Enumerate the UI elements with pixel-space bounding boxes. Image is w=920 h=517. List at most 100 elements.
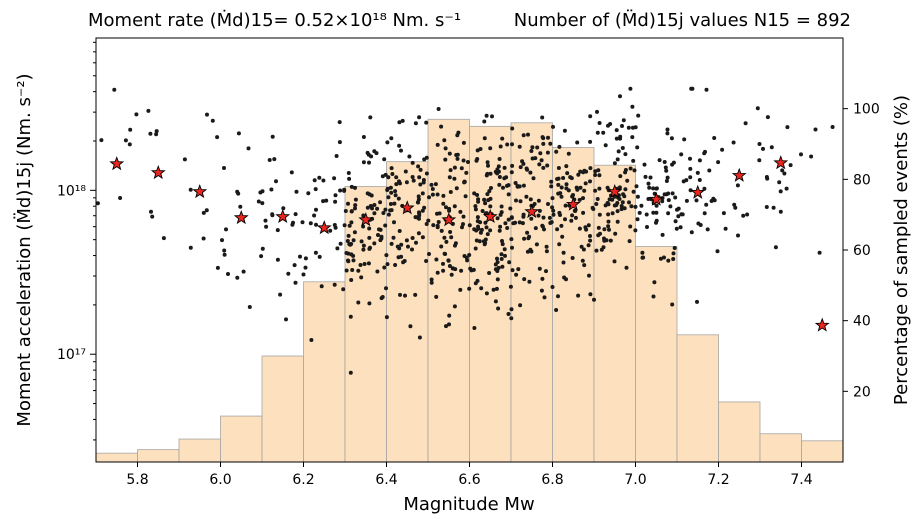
scatter-point [777,180,782,185]
scatter-point [619,204,624,208]
scatter-point [477,239,482,244]
x-axis: 5.8 6.0 6.2 6.4 6.6 6.8 7.0 7.2 7.4 [126,462,813,488]
scatter-point [510,142,514,147]
scatter-point [705,227,710,232]
scatter-point [696,221,701,226]
scatter-point [346,171,351,175]
scatter-point [475,215,480,220]
scatter-point [524,166,529,171]
scatter-point [389,166,394,171]
scatter-point [566,151,571,156]
scatter-point [572,208,577,213]
scatter-point [564,164,569,169]
scatter-point [461,222,465,227]
scatter-point [312,213,317,218]
scatter-point [392,201,397,206]
scatter-point [782,171,787,176]
right-tick-label: 100 [853,102,880,118]
scatter-point [293,280,298,285]
x-axis-title: Magnitude Mw [403,494,534,515]
histogram-bar [303,281,346,463]
scatter-point [555,177,560,181]
scatter-point [499,204,504,209]
scatter-point [593,188,598,193]
scatter-point [509,307,514,312]
scatter-point [785,125,790,130]
scatter-point [530,145,535,150]
scatter-point [612,259,617,264]
scatter-point [378,238,383,243]
scatter-point [733,205,738,210]
scatter-point [592,297,596,302]
scatter-point [435,192,440,197]
scatter-point [367,226,372,231]
scatter-point [551,212,556,217]
scatter-point [588,179,592,184]
scatter-point [606,212,611,217]
scatter-point [632,168,637,173]
scatter-point [502,247,507,252]
scatter-point [485,232,490,237]
scatter-point [420,235,425,240]
scatter-point [435,225,440,230]
scatter-point [278,292,283,297]
scatter-point [531,176,536,181]
scatter-point [574,185,579,190]
scatter-point [607,197,612,202]
scatter-point [300,220,305,225]
x-tick-label: 6.0 [209,472,231,488]
scatter-point [161,236,166,241]
scatter-point [367,246,372,251]
scatter-point [582,188,587,193]
scatter-point [554,308,559,312]
scatter-point [441,193,446,198]
scatter-point [522,277,527,282]
scatter-point [626,125,631,130]
histogram-bar [95,452,138,463]
median-star [233,209,249,225]
scatter-point [475,219,480,224]
scatter-point [576,172,581,177]
scatter-point [215,135,220,140]
scatter-point [741,213,746,218]
scatter-point [404,238,409,243]
scatter-point [637,210,642,215]
scatter-point [508,206,513,211]
scatter-point [455,156,460,161]
scatter-point [406,244,410,249]
scatter-point [540,223,545,228]
scatter-point [514,272,519,277]
scatter-point [672,246,677,250]
scatter-point [625,178,630,183]
scatter-point [624,265,629,270]
scatter-point [773,245,778,250]
scatter-point [490,114,494,119]
scatter-point [597,212,602,217]
scatter-point [621,118,626,123]
scatter-point [260,189,265,194]
scatter-point [342,223,347,228]
scatter-point [628,224,633,229]
scatter-point [134,112,139,117]
scatter-point [472,227,477,232]
scatter-point [507,260,512,265]
scatter-point [436,220,441,224]
scatter-point [358,263,363,267]
scatter-point [546,135,550,140]
median-star [399,200,415,215]
scatter-point [593,173,598,177]
scatter-point [544,244,549,249]
scatter-point [716,160,721,165]
scatter-point [587,273,591,278]
scatter-point [281,206,286,211]
scatter-point [397,229,402,233]
scatter-point [497,228,502,233]
scatter-point [651,294,656,299]
scatter-point [495,216,500,221]
scatter-point [524,194,529,199]
scatter-point [666,211,671,216]
scatter-point [520,221,525,226]
scatter-point [561,260,566,265]
scatter-point [328,228,333,233]
scatter-point [551,124,555,129]
